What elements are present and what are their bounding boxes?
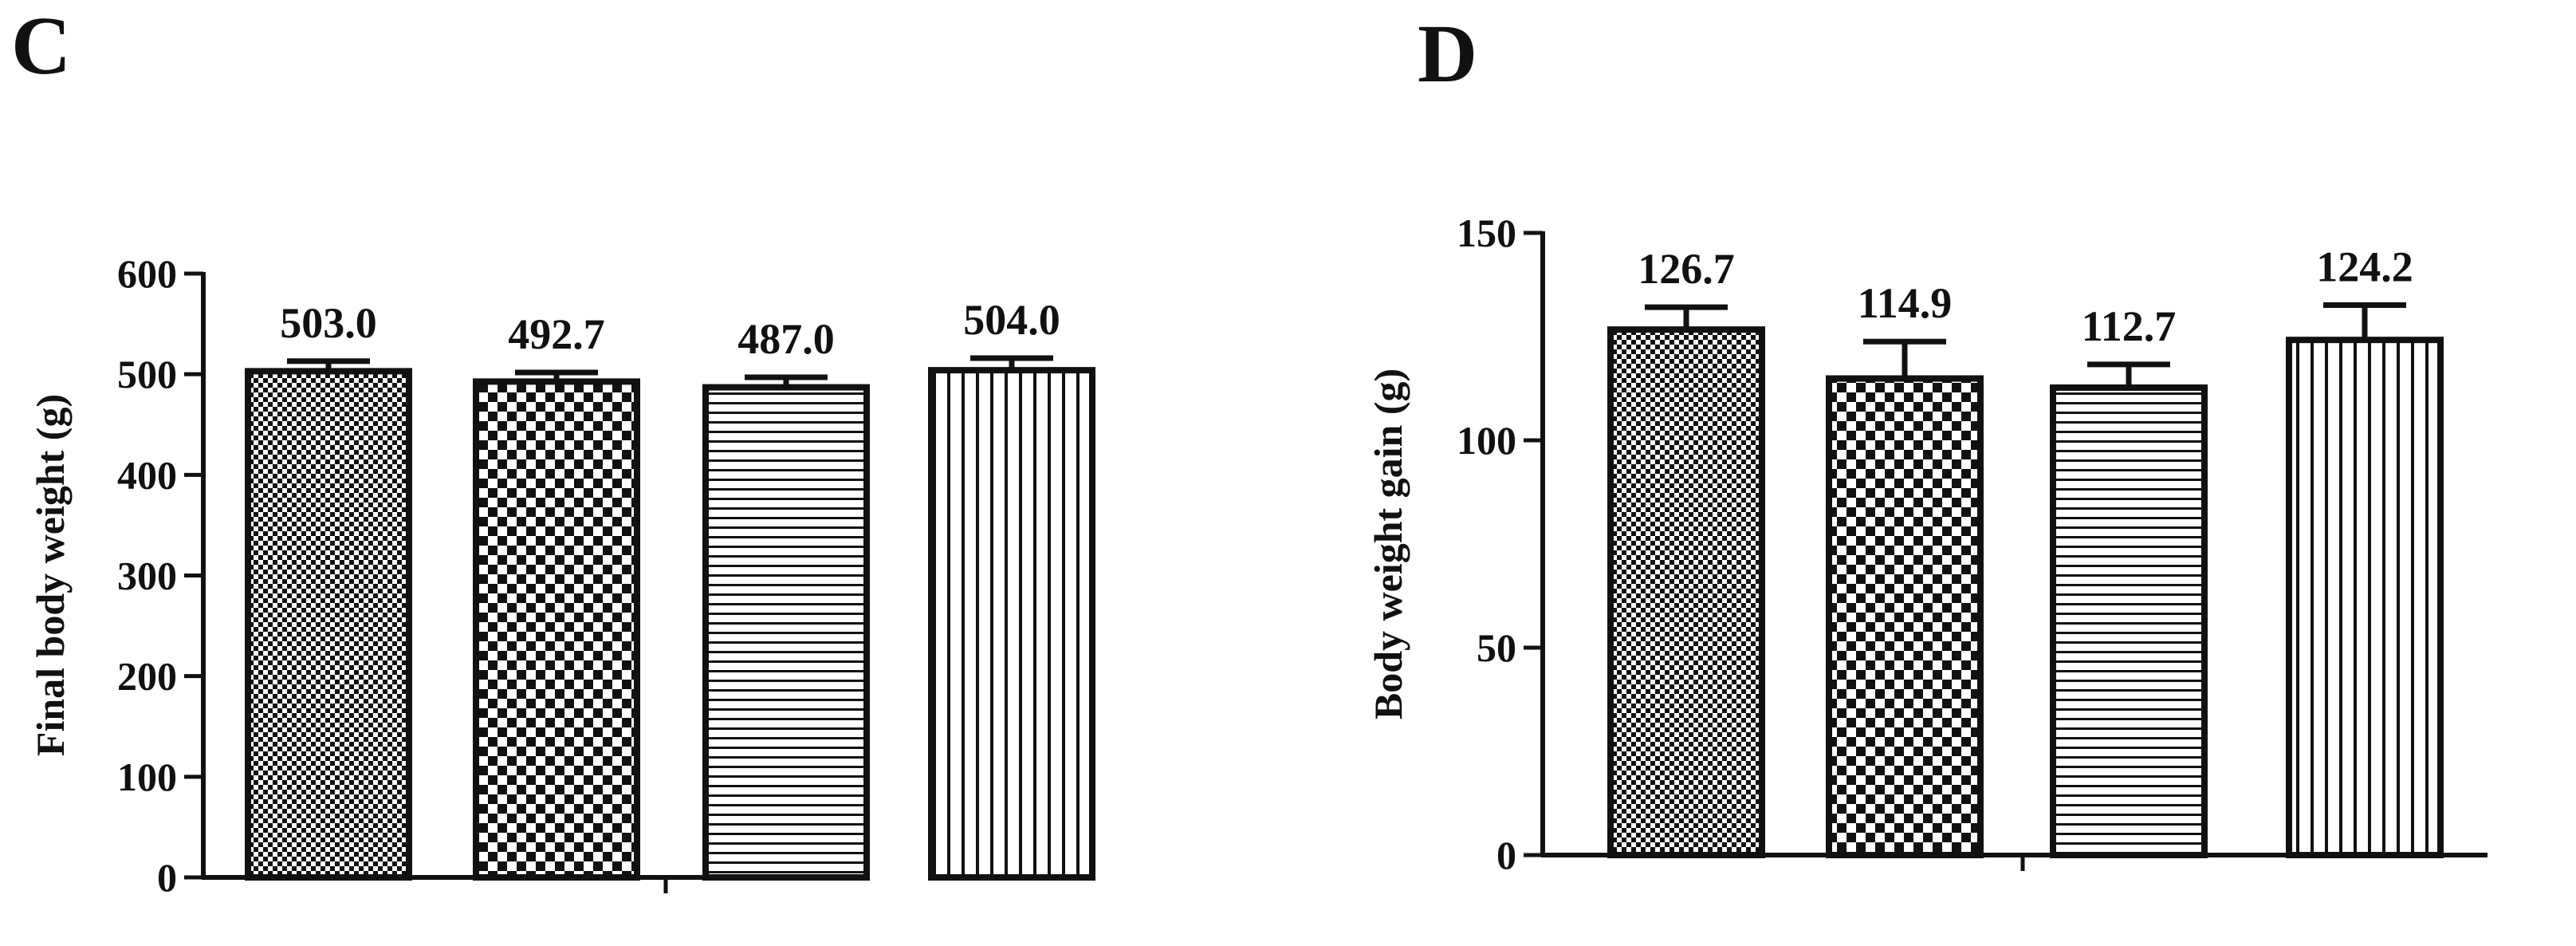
- y-tick-label: 150: [1457, 211, 1516, 255]
- data-label: 126.7: [1638, 245, 1735, 293]
- y-tick-label: 300: [117, 554, 177, 598]
- chart-final-body-weight: 0 100 200 300 400 500 600 Final body weight (g)…: [28, 251, 1095, 900]
- data-label: 492.7: [508, 310, 605, 358]
- y-tick-label: 400: [117, 452, 177, 497]
- y-tick-label: 0: [1496, 833, 1516, 877]
- data-label: 112.7: [2082, 302, 2177, 350]
- y-axis-title: Final body weight (g): [28, 394, 73, 756]
- bar: [245, 368, 412, 881]
- bar: [928, 367, 1095, 881]
- y-tick-label: 50: [1477, 625, 1516, 670]
- data-label: 503.0: [280, 299, 377, 347]
- panel-label-d: D: [1418, 8, 1478, 100]
- bar: [1826, 375, 1984, 858]
- chart-body-weight-gain: 0 50 100 150 Body weight gain (g) 126.7 114.9 1…: [1366, 211, 2488, 877]
- bar: [702, 384, 870, 881]
- data-label: 504.0: [963, 296, 1060, 344]
- bar: [2286, 337, 2444, 859]
- data-label: 487.0: [737, 315, 835, 363]
- panel-label-c: C: [11, 0, 72, 92]
- y-tick-label: 500: [117, 352, 177, 396]
- y-axis-title: Body weight gain (g): [1366, 369, 1410, 719]
- data-label: 124.2: [2316, 242, 2413, 290]
- y-tick-label: 100: [117, 755, 177, 799]
- bar: [2050, 384, 2208, 858]
- bar: [1607, 326, 1765, 859]
- y-tick-label: 0: [157, 855, 177, 900]
- y-tick-label: 100: [1457, 418, 1516, 463]
- bar: [473, 378, 640, 881]
- y-tick-label: 200: [117, 654, 177, 699]
- y-tick-label: 600: [117, 251, 177, 296]
- data-label: 114.9: [1858, 279, 1953, 327]
